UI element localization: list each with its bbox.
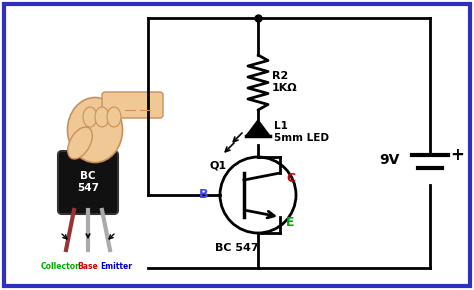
Text: Q1: Q1 — [210, 160, 227, 170]
Ellipse shape — [67, 97, 122, 162]
Text: +: + — [450, 146, 464, 164]
Text: 9V: 9V — [380, 153, 400, 167]
FancyBboxPatch shape — [58, 151, 118, 214]
Text: L1
5mm LED: L1 5mm LED — [274, 121, 329, 143]
FancyBboxPatch shape — [102, 92, 163, 118]
Text: E: E — [286, 215, 294, 229]
Ellipse shape — [68, 127, 92, 159]
Text: BC
547: BC 547 — [77, 171, 99, 193]
Text: B: B — [199, 188, 208, 202]
Polygon shape — [246, 120, 270, 136]
Text: Base: Base — [78, 262, 99, 271]
Ellipse shape — [83, 107, 97, 127]
Text: Collector: Collector — [41, 262, 80, 271]
Text: C: C — [286, 171, 295, 184]
Ellipse shape — [95, 107, 109, 127]
Ellipse shape — [107, 107, 121, 127]
Text: BC 547: BC 547 — [215, 243, 259, 253]
Text: Emitter: Emitter — [100, 262, 132, 271]
Text: R2
1KΩ: R2 1KΩ — [272, 71, 298, 93]
